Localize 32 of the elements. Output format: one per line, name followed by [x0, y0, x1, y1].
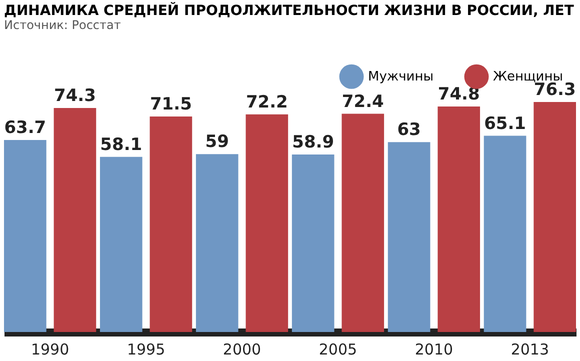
bar — [150, 116, 192, 332]
data-label: 72.2 — [246, 92, 288, 112]
x-tick-label: 1990 — [30, 340, 70, 358]
x-tick-label: 2005 — [318, 340, 358, 358]
bar — [196, 154, 238, 332]
bar — [292, 154, 334, 332]
bar — [484, 136, 526, 332]
data-label: 63.7 — [4, 118, 46, 138]
x-tick-label: 1995 — [126, 340, 166, 358]
data-label: 59 — [205, 132, 229, 152]
bar — [54, 108, 96, 332]
data-label: 71.5 — [150, 94, 192, 114]
bar — [246, 114, 288, 332]
data-label: 58.1 — [100, 134, 142, 155]
bar — [100, 156, 142, 332]
data-label: 72.4 — [342, 92, 384, 112]
data-label: 74.3 — [54, 86, 96, 106]
chart-title: ДИНАМИКА СРЕДНЕЙ ПРОДОЛЖИТЕЛЬНОСТИ ЖИЗНИ В РОССИИ, ЛЕТ — [4, 2, 574, 19]
data-label: 65.1 — [484, 114, 526, 134]
bar — [4, 140, 46, 332]
chart-subtitle: Источник: Росстат — [4, 18, 121, 32]
legend-label: Мужчины — [368, 70, 434, 85]
x-tick-label: 2000 — [222, 340, 262, 358]
x-tick-label: 2010 — [414, 340, 454, 358]
data-label: 63 — [397, 120, 421, 140]
x-tick-label: 2013 — [510, 340, 550, 358]
bar — [388, 142, 430, 332]
data-label: 74.8 — [438, 84, 480, 105]
bar — [342, 114, 384, 332]
bar — [438, 106, 480, 332]
data-label: 58.9 — [292, 132, 334, 152]
bar — [534, 102, 576, 332]
